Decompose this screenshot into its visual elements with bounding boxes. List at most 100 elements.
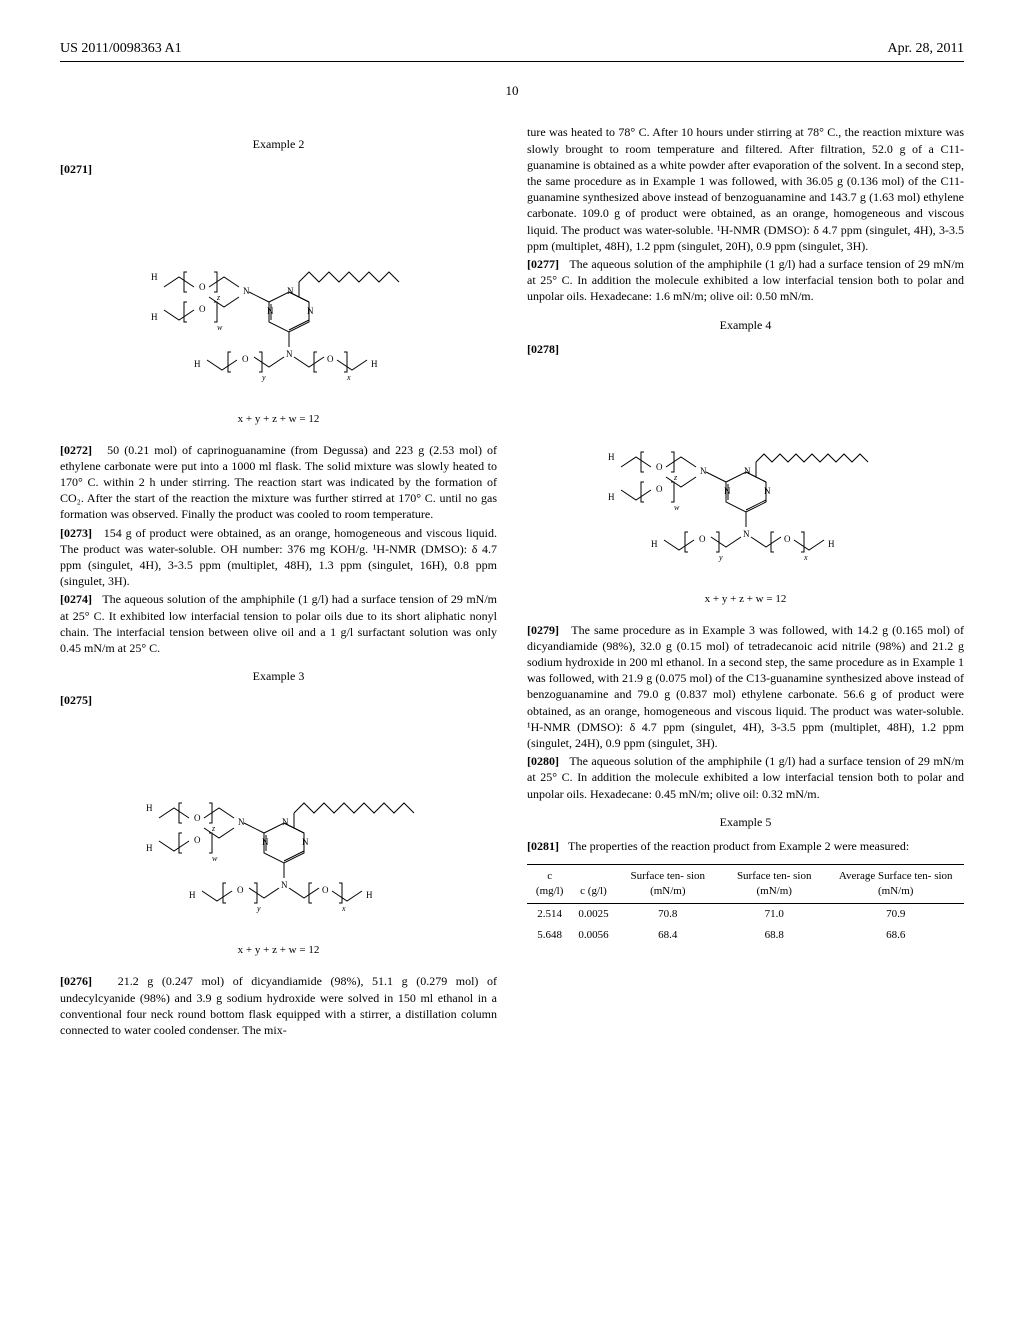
svg-text:O: O — [784, 534, 791, 544]
svg-text:y: y — [256, 904, 261, 913]
svg-text:O: O — [199, 304, 206, 314]
para-label: [0272] — [60, 443, 92, 457]
para-label: [0277] — [527, 257, 559, 271]
table-cell: 71.0 — [721, 903, 827, 924]
svg-text:N: N — [307, 306, 314, 316]
svg-text:x: x — [346, 373, 351, 382]
publication-number: US 2011/0098363 A1 — [60, 40, 182, 59]
para-text: The aqueous solution of the amphiphile (… — [60, 592, 497, 655]
svg-text:N: N — [764, 486, 771, 496]
svg-text:N: N — [744, 466, 751, 476]
svg-text:z: z — [216, 293, 221, 302]
para-text: 50 (0.21 mol) of caprinoguanamine (from … — [60, 443, 497, 522]
svg-text:H: H — [146, 843, 153, 853]
para-0279: [0279] The same procedure as in Example … — [527, 622, 964, 752]
svg-text:N: N — [743, 529, 750, 539]
svg-text:N: N — [700, 466, 707, 476]
two-column-layout: Example 2 [0271] N N N N N — [60, 124, 964, 1040]
right-column: ture was heated to 78° C. After 10 hours… — [527, 124, 964, 1040]
svg-text:H: H — [828, 539, 835, 549]
svg-text:O: O — [194, 813, 201, 823]
svg-text:N: N — [724, 486, 731, 496]
para-0271: [0271] — [60, 161, 497, 177]
para-0281: [0281] The properties of the reaction pr… — [527, 838, 964, 854]
svg-text:N: N — [302, 837, 309, 847]
table-cell: 70.9 — [827, 903, 964, 924]
svg-text:x: x — [341, 904, 346, 913]
para-text: 21.2 g (0.247 mol) of dicyandiamide (98%… — [60, 974, 497, 1037]
formula-constraint-ex2: x + y + z + w = 12 — [60, 412, 497, 427]
example-2-heading: Example 2 — [60, 136, 497, 152]
para-0273: [0273] 154 g of product were obtained, a… — [60, 525, 497, 590]
col-header: c (g/l) — [572, 865, 614, 904]
para-0280: [0280] The aqueous solution of the amphi… — [527, 753, 964, 802]
example-4-heading: Example 4 — [527, 317, 964, 333]
para-text: ture was heated to 78° C. After 10 hours… — [527, 125, 964, 252]
para-0277: [0277] The aqueous solution of the amphi… — [527, 256, 964, 305]
para-label: [0280] — [527, 754, 559, 768]
para-0276: [0276] 21.2 g (0.247 mol) of dicyandiami… — [60, 973, 497, 1038]
svg-text:H: H — [608, 452, 615, 462]
col-header: c (mg/l) — [527, 865, 572, 904]
svg-text:y: y — [718, 553, 723, 562]
example-3-heading: Example 3 — [60, 668, 497, 684]
svg-text:H: H — [366, 890, 373, 900]
table-cell: 0.0056 — [572, 925, 614, 946]
para-label: [0278] — [527, 342, 559, 356]
svg-text:H: H — [189, 890, 196, 900]
para-0274: [0274] The aqueous solution of the amphi… — [60, 591, 497, 656]
svg-text:O: O — [237, 885, 244, 895]
para-continuation: ture was heated to 78° C. After 10 hours… — [527, 124, 964, 254]
svg-text:O: O — [327, 354, 334, 364]
svg-text:O: O — [699, 534, 706, 544]
svg-text:N: N — [281, 880, 288, 890]
para-0278: [0278] — [527, 341, 964, 357]
table-cell: 68.4 — [615, 925, 721, 946]
svg-text:H: H — [651, 539, 658, 549]
formula-constraint-ex4: x + y + z + w = 12 — [527, 592, 964, 607]
chemical-structure-example-2: N N N N N O H z O H — [139, 192, 419, 402]
svg-text:w: w — [212, 854, 218, 863]
svg-text:z: z — [673, 473, 678, 482]
svg-text:z: z — [211, 824, 216, 833]
table-cell: 68.6 — [827, 925, 964, 946]
para-label: [0276] — [60, 974, 92, 988]
svg-text:N: N — [287, 286, 294, 296]
para-label: [0279] — [527, 623, 559, 637]
page-header: US 2011/0098363 A1 Apr. 28, 2011 — [60, 40, 964, 62]
svg-text:N: N — [238, 817, 245, 827]
para-0272: [0272] 50 (0.21 mol) of caprinoguanamine… — [60, 442, 497, 523]
para-text: The aqueous solution of the amphiphile (… — [527, 754, 964, 800]
para-label: [0273] — [60, 526, 92, 540]
svg-text:H: H — [371, 359, 378, 369]
svg-text:O: O — [242, 354, 249, 364]
svg-text:H: H — [146, 803, 153, 813]
col-header: Average Surface ten- sion (mN/m) — [827, 865, 964, 904]
chemical-structure-example-3: N N N N N O H z O H w — [134, 723, 424, 933]
para-0275: [0275] — [60, 692, 497, 708]
svg-text:w: w — [674, 503, 680, 512]
table-row: 2.514 0.0025 70.8 71.0 70.9 — [527, 903, 964, 924]
table-cell: 68.8 — [721, 925, 827, 946]
svg-text:N: N — [286, 349, 293, 359]
svg-text:H: H — [151, 312, 158, 322]
svg-text:H: H — [194, 359, 201, 369]
svg-text:N: N — [243, 286, 250, 296]
svg-text:O: O — [656, 484, 663, 494]
para-text: The same procedure as in Example 3 was f… — [527, 623, 964, 750]
svg-text:N: N — [267, 306, 274, 316]
svg-text:H: H — [151, 272, 158, 282]
svg-text:w: w — [217, 323, 223, 332]
svg-text:y: y — [261, 373, 266, 382]
svg-text:O: O — [199, 282, 206, 292]
left-column: Example 2 [0271] N N N N N — [60, 124, 497, 1040]
page-number: 10 — [60, 82, 964, 100]
col-header: Surface ten- sion (mN/m) — [721, 865, 827, 904]
table-row: 5.648 0.0056 68.4 68.8 68.6 — [527, 925, 964, 946]
col-header: Surface ten- sion (mN/m) — [615, 865, 721, 904]
chemical-structure-example-4: N N N N N O H z O H w — [596, 372, 896, 582]
para-label: [0281] — [527, 839, 559, 853]
table-cell: 70.8 — [615, 903, 721, 924]
table-cell: 2.514 — [527, 903, 572, 924]
table-cell: 0.0025 — [572, 903, 614, 924]
